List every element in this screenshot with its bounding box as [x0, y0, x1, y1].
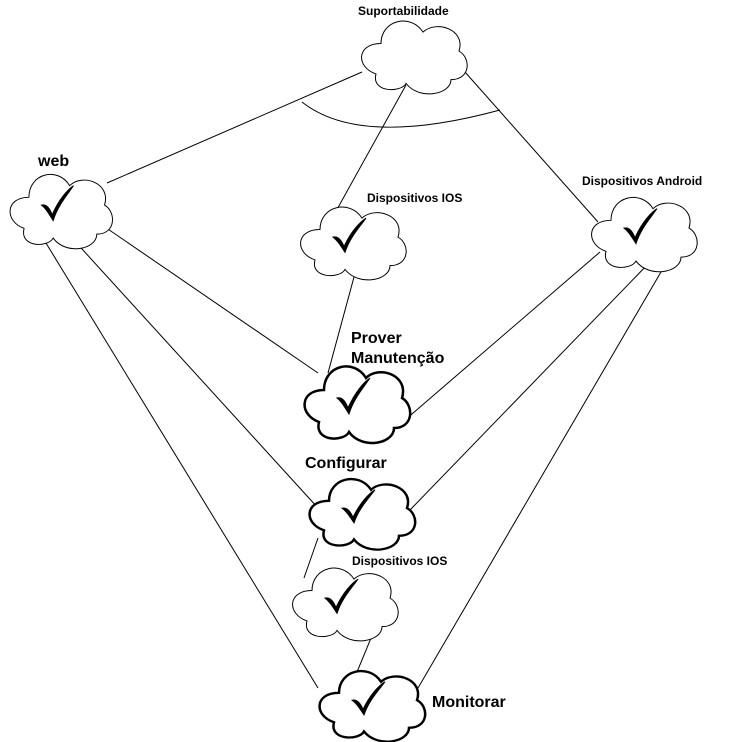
node-web: [9, 173, 113, 250]
cloud-shape: [591, 196, 698, 273]
edge-android-configurar: [409, 261, 651, 511]
label-suportabilidade: Suportabilidade: [358, 4, 449, 18]
node-suportabilidade: [361, 20, 468, 95]
edge-suportabilidade-android: [456, 62, 599, 223]
node-monitorar: [318, 669, 427, 742]
cloud-shape: [300, 206, 407, 281]
label-ios-top: Dispositivos IOS: [367, 191, 463, 205]
cloud-shape: [9, 173, 113, 250]
cloud-shape: [361, 20, 468, 95]
label-ios-bottom: Dispositivos IOS: [352, 554, 448, 568]
node-prover: [303, 365, 412, 445]
arc-suportabilidade: [301, 101, 501, 128]
label-monitorar: Monitorar: [432, 694, 506, 711]
label-web: web: [38, 153, 70, 170]
edges-group: [37, 62, 669, 689]
cloud-shape: [318, 669, 427, 742]
edge-android-prover: [404, 251, 601, 421]
edge-suportabilidade-ios-top: [334, 84, 407, 214]
cloud-shape: [303, 365, 412, 445]
label-prover-line2: Manutenção: [351, 350, 445, 367]
edge-web-monitorar: [37, 229, 319, 689]
edge-web-configurar: [71, 237, 319, 509]
node-android: [591, 196, 698, 273]
edge-ios-top-prover: [327, 276, 355, 374]
edge-configurar-ios-bottom: [303, 537, 319, 579]
label-configurar: Configurar: [305, 455, 387, 472]
cloud-shape: [292, 567, 399, 642]
edge-suportabilidade-web: [106, 71, 363, 184]
label-android: Dispositivos Android: [582, 174, 703, 188]
edge-android-monitorar: [417, 259, 669, 689]
node-ios-top: [300, 206, 407, 281]
cloud-shape: [308, 477, 417, 551]
node-ios-bottom: [292, 567, 399, 642]
node-configurar: [308, 477, 417, 551]
edge-web-prover: [101, 224, 319, 374]
label-prover-line1: Prover: [351, 330, 402, 347]
